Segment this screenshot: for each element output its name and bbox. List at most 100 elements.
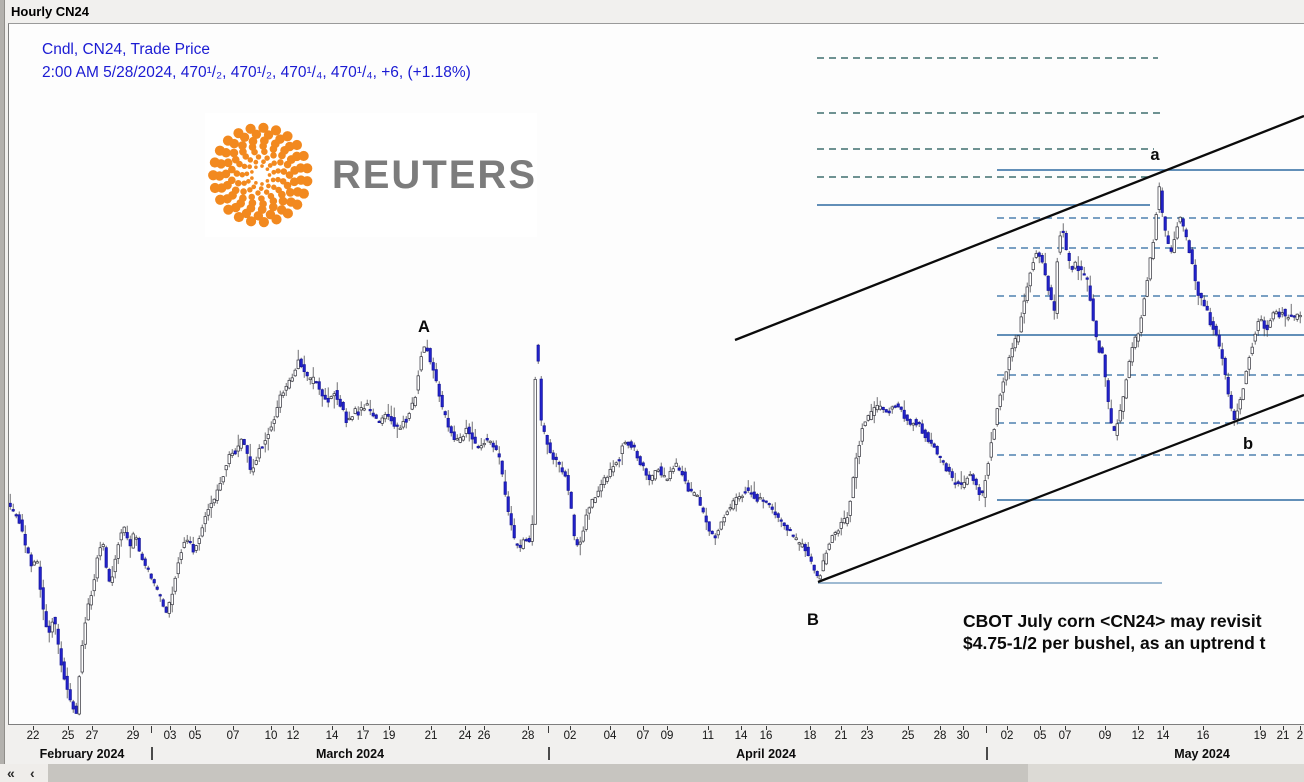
x-tick-mark bbox=[1138, 726, 1139, 730]
x-tick-label: 19 bbox=[1253, 730, 1267, 742]
analyst-note-line1: CBOT July corn <CN24> may revisit bbox=[963, 611, 1262, 631]
x-tick-mark bbox=[389, 726, 390, 730]
x-tick-mark bbox=[33, 726, 34, 730]
x-tick-label: 09 bbox=[1098, 730, 1112, 742]
x-tick-label: 17 bbox=[356, 730, 370, 742]
x-tick-mark bbox=[1283, 726, 1284, 730]
month-boundary-tick bbox=[986, 726, 987, 733]
scroll-left-button[interactable]: ‹ bbox=[30, 765, 35, 781]
month-label: April 2024 bbox=[736, 747, 796, 761]
month-label: May 2024 bbox=[1174, 747, 1230, 761]
window-left-edge bbox=[0, 0, 5, 782]
x-tick-mark bbox=[465, 726, 466, 730]
x-tick-mark bbox=[271, 726, 272, 730]
analyst-note: CBOT July corn <CN24> may revisit $4.75-… bbox=[963, 610, 1304, 654]
x-tick-label: 04 bbox=[603, 730, 617, 742]
x-tick-label: 14 bbox=[1156, 730, 1170, 742]
x-tick-mark bbox=[940, 726, 941, 730]
x-tick-mark bbox=[1065, 726, 1066, 730]
x-tick-mark bbox=[1163, 726, 1164, 730]
x-tick-mark bbox=[1040, 726, 1041, 730]
x-tick-label: 30 bbox=[956, 730, 970, 742]
scroll-to-start-button[interactable]: « bbox=[7, 765, 15, 781]
x-tick-label: 02 bbox=[563, 730, 577, 742]
x-tick-label: 16 bbox=[1196, 730, 1210, 742]
chart-legend: Cndl, CN24, Trade Price 2:00 AM 5/28/202… bbox=[42, 38, 471, 84]
month-boundary-tick bbox=[151, 726, 152, 733]
x-tick-mark bbox=[484, 726, 485, 730]
x-tick-mark bbox=[841, 726, 842, 730]
x-tick-label: 12 bbox=[286, 730, 300, 742]
x-tick-label: 29 bbox=[126, 730, 140, 742]
x-tick-label: 25 bbox=[901, 730, 915, 742]
x-tick-label: 21 bbox=[834, 730, 848, 742]
x-tick-label: 10 bbox=[264, 730, 278, 742]
x-tick-mark bbox=[293, 726, 294, 730]
x-tick-mark bbox=[741, 726, 742, 730]
reuters-wordmark: REUTERS bbox=[331, 152, 537, 197]
scrollbar-thumb[interactable] bbox=[48, 764, 1028, 782]
legend-series-line: Cndl, CN24, Trade Price bbox=[42, 41, 210, 58]
x-tick-mark bbox=[1203, 726, 1204, 730]
x-tick-mark bbox=[170, 726, 171, 730]
x-tick-label: 07 bbox=[1058, 730, 1072, 742]
x-tick-mark bbox=[1260, 726, 1261, 730]
x-tick-label: 03 bbox=[163, 730, 177, 742]
x-tick-mark bbox=[1007, 726, 1008, 730]
x-tick-label: 28 bbox=[933, 730, 947, 742]
x-tick-mark bbox=[1105, 726, 1106, 730]
x-tick-label: 24 bbox=[458, 730, 472, 742]
x-tick-label: 14 bbox=[325, 730, 339, 742]
x-tick-label: 11 bbox=[702, 730, 714, 742]
x-tick-mark bbox=[708, 726, 709, 730]
x-tick-mark bbox=[908, 726, 909, 730]
x-tick-mark bbox=[667, 726, 668, 730]
month-separator bbox=[548, 747, 550, 760]
x-tick-label: 22 bbox=[26, 730, 40, 742]
reuters-watermark: REUTERS bbox=[205, 113, 537, 237]
x-tick-label: 25 bbox=[61, 730, 75, 742]
month-label: February 2024 bbox=[39, 747, 125, 761]
x-tick-label: 07 bbox=[226, 730, 240, 742]
analyst-note-line2: $4.75-1/2 per bushel, as an uptrend t bbox=[963, 633, 1266, 653]
x-tick-label: 23 bbox=[860, 730, 874, 742]
x-tick-mark bbox=[1300, 726, 1301, 730]
x-tick-mark bbox=[766, 726, 767, 730]
x-tick-mark bbox=[133, 726, 134, 730]
x-tick-label: 2 bbox=[1296, 730, 1304, 742]
x-tick-mark bbox=[363, 726, 364, 730]
x-tick-label: 26 bbox=[477, 730, 491, 742]
x-tick-mark bbox=[610, 726, 611, 730]
x-tick-mark bbox=[68, 726, 69, 730]
x-axis: 22 25 27 29 03 05 07 10 12 14 17 19 21 24 26 28 02 04 07 09… bbox=[0, 726, 1304, 764]
x-tick-mark bbox=[195, 726, 196, 730]
month-label: March 2024 bbox=[315, 747, 385, 761]
x-tick-label: 18 bbox=[803, 730, 817, 742]
x-tick-mark bbox=[963, 726, 964, 730]
horizontal-scrollbar[interactable]: « ‹ bbox=[0, 764, 1304, 782]
x-tick-mark bbox=[867, 726, 868, 730]
legend-quote-line: 2:00 AM 5/28/2024, 470¹/₂, 470¹/₂, 470¹/… bbox=[42, 64, 471, 81]
scrollbar-track[interactable] bbox=[1028, 764, 1304, 782]
x-tick-label: 21 bbox=[1276, 730, 1290, 742]
reuters-logo-icon bbox=[208, 122, 313, 228]
x-tick-label: 27 bbox=[85, 730, 99, 742]
month-boundary-tick bbox=[548, 726, 549, 733]
x-tick-label: 02 bbox=[1000, 730, 1014, 742]
x-tick-label: 05 bbox=[1033, 730, 1047, 742]
x-tick-label: 12 bbox=[1131, 730, 1145, 742]
x-tick-mark bbox=[528, 726, 529, 730]
x-tick-label: 07 bbox=[636, 730, 650, 742]
x-tick-mark bbox=[332, 726, 333, 730]
window-title: Hourly CN24 bbox=[11, 4, 90, 19]
month-separator bbox=[151, 747, 153, 760]
x-tick-mark bbox=[431, 726, 432, 730]
x-tick-mark bbox=[570, 726, 571, 730]
x-tick-label: 28 bbox=[521, 730, 535, 742]
x-tick-mark bbox=[92, 726, 93, 730]
x-tick-label: 19 bbox=[382, 730, 396, 742]
x-tick-label: 14 bbox=[734, 730, 748, 742]
x-tick-mark bbox=[643, 726, 644, 730]
x-tick-label: 05 bbox=[188, 730, 202, 742]
x-tick-mark bbox=[233, 726, 234, 730]
